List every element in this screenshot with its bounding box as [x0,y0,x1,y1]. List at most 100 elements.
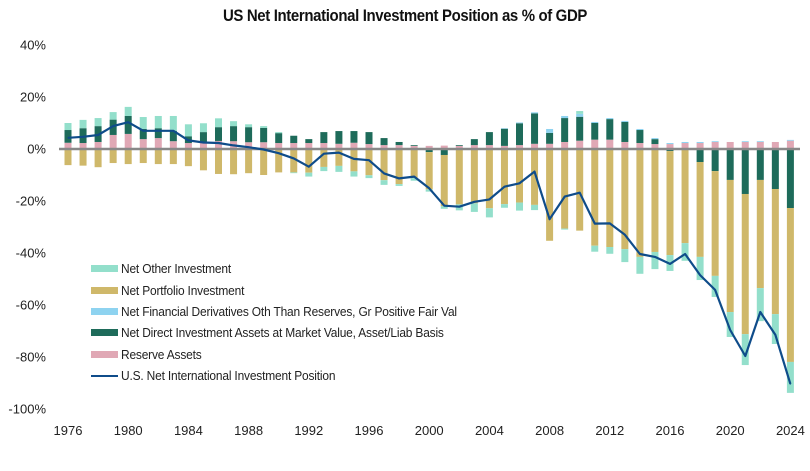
legend-label: Net Portfolio Investment [121,282,245,298]
x-tick-label: 1976 [54,423,83,438]
bar-segment [395,145,403,149]
bar-segment [576,149,584,231]
bar-segment [199,132,207,143]
legend-item: Net Portfolio Investment [91,279,486,300]
bar-segment [260,127,268,143]
bar-segment [230,121,238,127]
bar-segment [350,149,358,172]
y-tick-label: 20% [20,90,46,105]
bar-segment [756,149,764,180]
bar-segment [651,144,659,149]
x-tick-label: 1996 [355,423,384,438]
legend-item: Net Other Investment [91,258,486,279]
bar-segment [621,120,629,122]
niip-point [112,125,114,127]
x-tick-label: 2008 [535,423,564,438]
bar-segment [79,119,87,129]
bar-segment [425,152,433,190]
bar-segment [546,132,554,144]
bar-segment [651,149,659,252]
bar-segment [621,141,629,149]
bar-segment [109,112,117,120]
niip-point [789,383,792,385]
bar-segment [741,193,749,335]
bar-segment [606,149,614,248]
niip-point [248,146,250,148]
niip-point [172,130,174,132]
bar-segment [651,138,659,140]
bar-segment [410,145,418,149]
bar-segment [666,143,674,145]
bar-segment [64,142,72,149]
legend-item: Net Direct Investment Assets at Market V… [91,322,486,343]
bar-segment [786,140,794,149]
bar-segment [230,126,238,142]
legend: Net Other Investment Net Portfolio Invest… [91,258,486,386]
bar-segment [470,203,478,212]
bar-segment [771,314,779,344]
bar-segment [485,149,493,209]
bar-segment [64,130,72,143]
bar-segment [786,139,794,141]
bar-segment [531,149,539,205]
y-tick-label: -40% [16,246,47,261]
bar-segment [485,132,493,146]
niip-point [308,166,310,168]
bar-segment [531,113,539,144]
bar-segment [726,179,734,313]
niip-point [564,195,566,198]
bar-segment [320,143,328,149]
bar-segment [124,133,132,149]
bar-segment [275,133,283,144]
niip-point [323,153,325,155]
niip-point [488,198,490,201]
bar-segment [546,143,554,149]
niip-point [157,130,159,132]
legend-color-swatch [91,350,118,358]
bar-segment [335,131,343,144]
bar-segment [94,141,102,149]
niip-point [533,171,536,173]
bar-segment [741,141,749,149]
bar-segment [79,143,87,149]
bar-segment [561,149,569,229]
niip-point [263,148,265,151]
bar-segment [124,106,132,116]
bar-segment [591,149,599,246]
x-tick-label: 2024 [776,423,805,438]
bar-segment [606,247,614,254]
niip-point [353,158,355,160]
y-tick-label: 0% [27,142,46,157]
bar-segment [245,127,253,143]
bar-segment [305,143,313,149]
bar-segment [380,145,388,149]
bar-segment [470,145,478,149]
bar-segment [756,141,764,149]
bar-segment [485,208,493,218]
bar-segment [786,208,794,362]
bar-segment [169,130,177,142]
bar-segment [365,144,373,149]
bar-segment [681,243,689,261]
bar-segment [199,123,207,133]
bar-segment [516,149,523,203]
niip-point [473,201,475,203]
bar-segment [365,132,373,145]
niip-point [729,329,731,331]
bar-segment [516,123,523,146]
bar-segment [756,141,764,142]
bar-segment [500,145,508,149]
bar-segment [561,228,569,230]
bar-segment [305,139,313,144]
bar-segment [230,149,238,175]
niip-point [217,142,220,144]
bar-segment [320,166,328,172]
niip-point [413,175,415,178]
bar-segment [591,139,599,149]
bar-segment [124,149,132,165]
bar-segment [305,149,313,173]
bar-segment [576,116,584,141]
bar-segment [260,142,268,149]
bar-segment [395,141,403,146]
bar-segment [741,334,749,366]
